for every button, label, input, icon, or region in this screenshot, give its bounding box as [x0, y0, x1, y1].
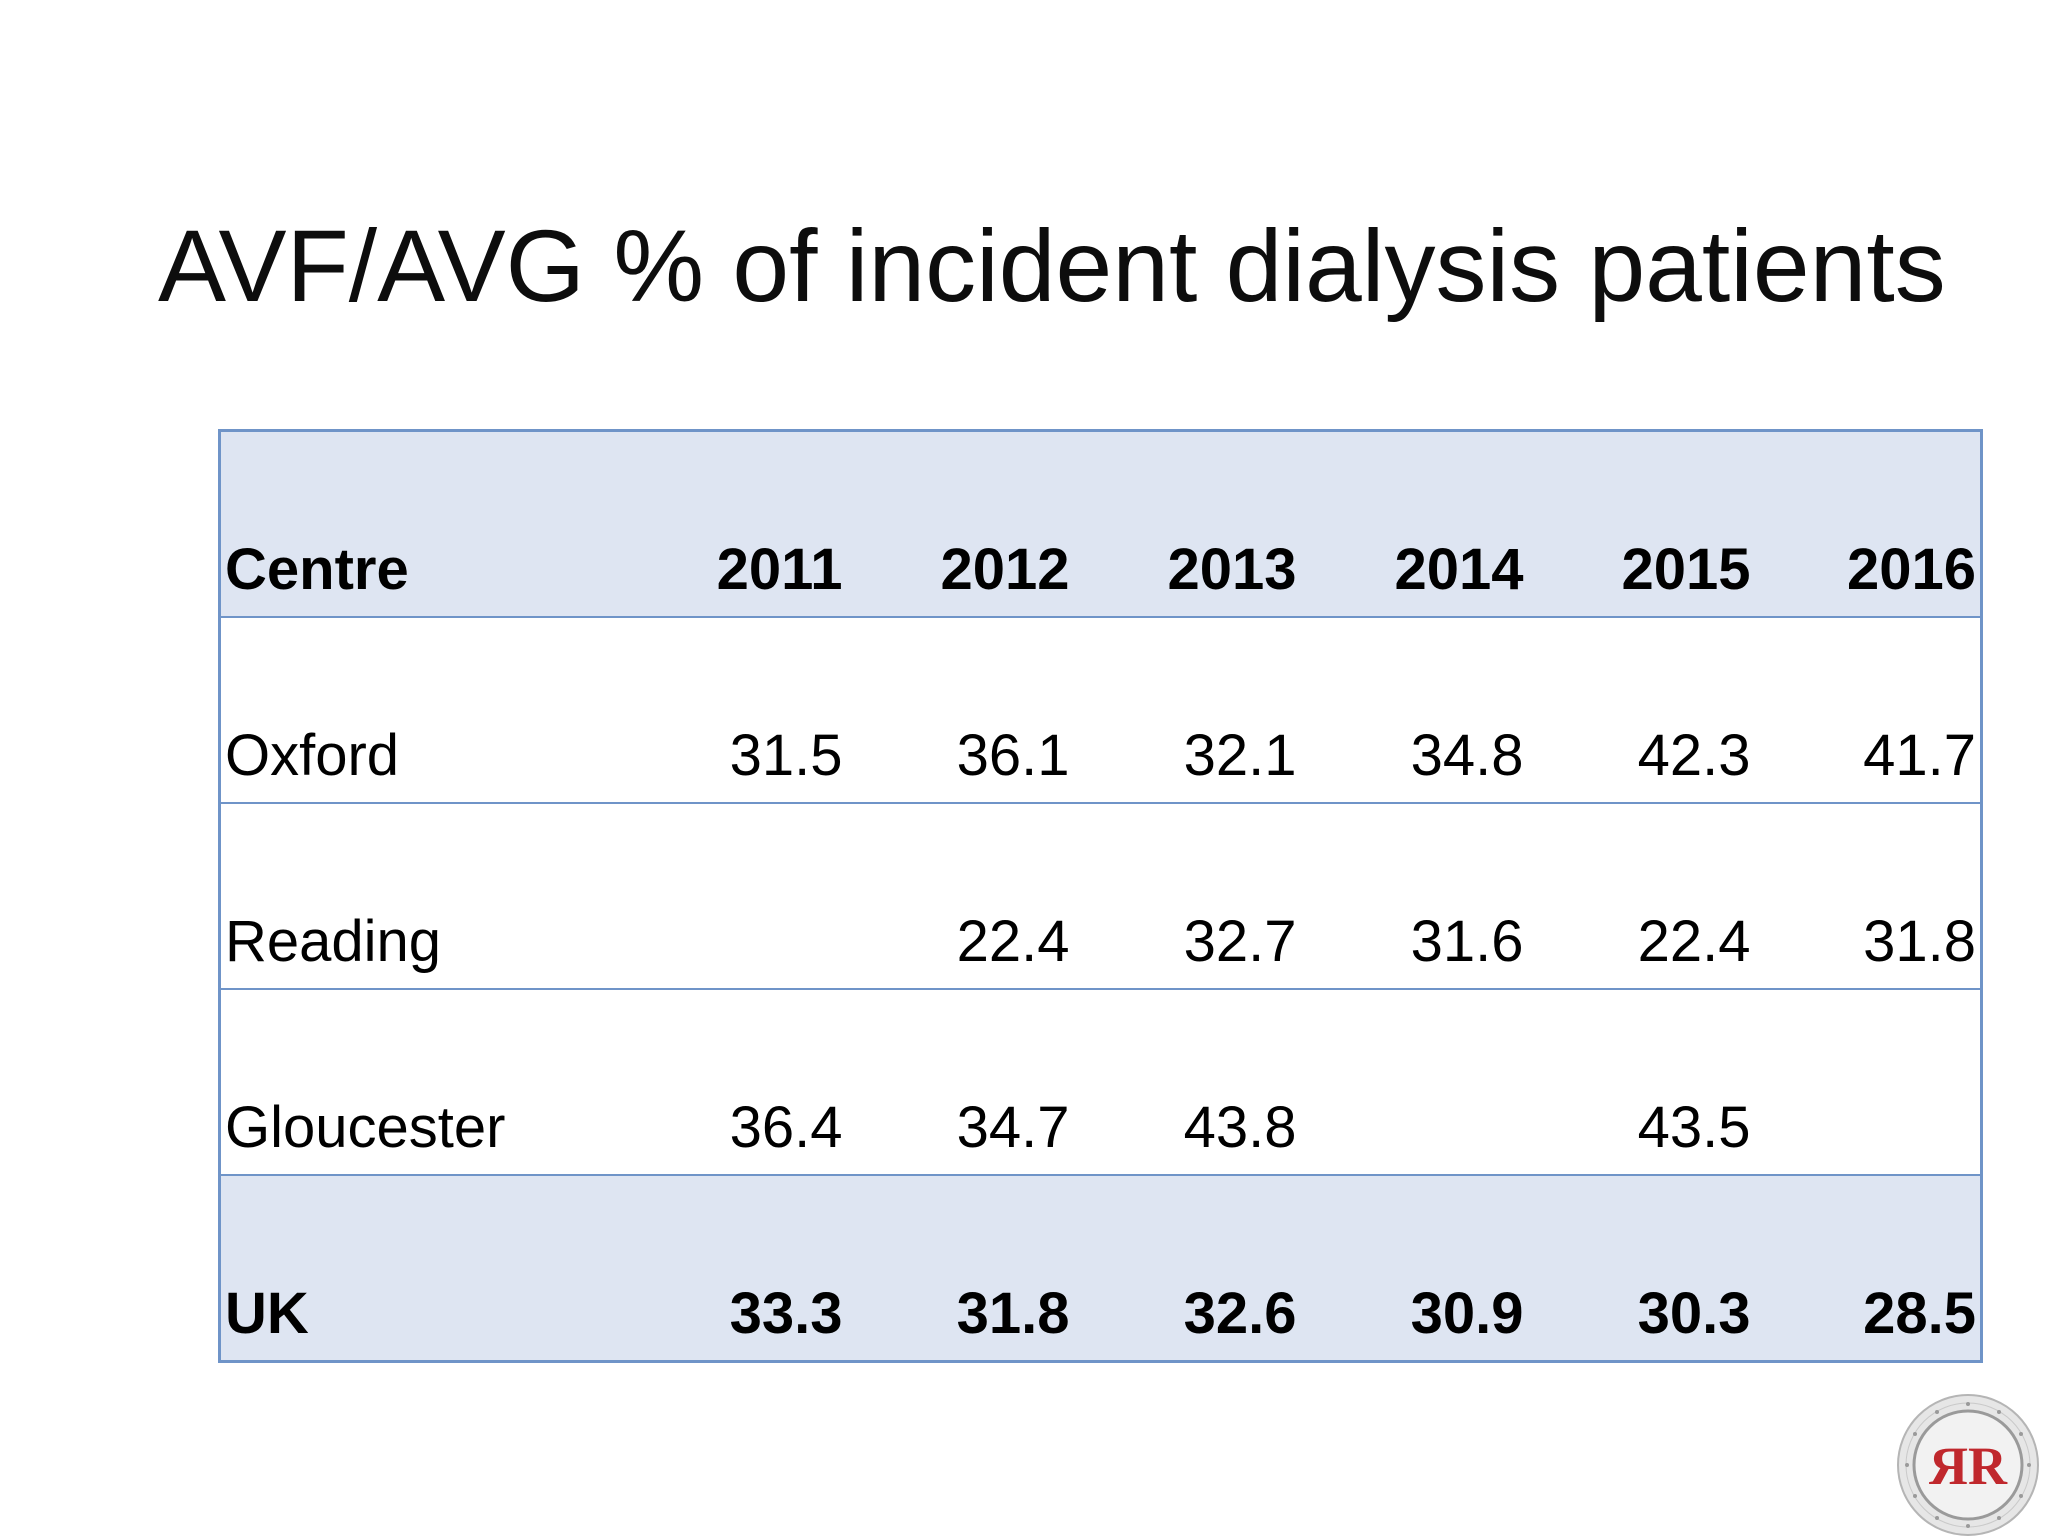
- value-cell: 32.1: [1073, 617, 1301, 804]
- value-cell: 22.4: [1527, 803, 1755, 990]
- value-cell: 43.8: [1073, 989, 1301, 1176]
- value-cell: 41.7: [1754, 617, 1982, 804]
- value-cell: 31.6: [1300, 803, 1528, 990]
- value-cell: 36.4: [619, 989, 847, 1176]
- value-cell: 31.8: [1754, 803, 1982, 990]
- value-cell: [1754, 989, 1982, 1176]
- value-cell: 30.3: [1527, 1175, 1755, 1363]
- value-cell: 31.8: [846, 1175, 1074, 1363]
- value-cell: 43.5: [1527, 989, 1755, 1176]
- avf-avg-table: Centre 2011 2012 2013 2014 2015 2016 Oxf…: [218, 429, 1983, 1363]
- value-cell: 36.1: [846, 617, 1074, 804]
- value-cell: 31.5: [619, 617, 847, 804]
- header-year-2015: 2015: [1527, 430, 1755, 618]
- value-cell: 34.7: [846, 989, 1074, 1176]
- centre-name: Gloucester: [219, 989, 620, 1176]
- centre-name: Oxford: [219, 617, 620, 804]
- table-row-reading: Reading 22.4 32.7 31.6 22.4 31.8: [219, 803, 1982, 990]
- header-year-2014: 2014: [1300, 430, 1528, 618]
- header-year-2012: 2012: [846, 430, 1074, 618]
- value-cell: 30.9: [1300, 1175, 1528, 1363]
- value-cell: 34.8: [1300, 617, 1528, 804]
- slide-title: AVF/AVG % of incident dialysis patients: [158, 209, 1946, 323]
- value-cell: 42.3: [1527, 617, 1755, 804]
- table-header-row: Centre 2011 2012 2013 2014 2015 2016: [219, 430, 1982, 618]
- centre-name: UK: [219, 1175, 620, 1363]
- value-cell: 32.6: [1073, 1175, 1301, 1363]
- header-centre: Centre: [219, 430, 620, 618]
- value-cell: 28.5: [1754, 1175, 1982, 1363]
- centre-name: Reading: [219, 803, 620, 990]
- value-cell: 22.4: [846, 803, 1074, 990]
- value-cell: [1300, 989, 1528, 1176]
- table-row-uk-total: UK 33.3 31.8 32.6 30.9 30.3 28.5: [219, 1175, 1982, 1363]
- header-year-2013: 2013: [1073, 430, 1301, 618]
- table-row-oxford: Oxford 31.5 36.1 32.1 34.8 42.3 41.7: [219, 617, 1982, 804]
- value-cell: 33.3: [619, 1175, 847, 1363]
- value-cell: 32.7: [1073, 803, 1301, 990]
- logo-monogram: ЯR: [1929, 1436, 2008, 1496]
- table-row-gloucester: Gloucester 36.4 34.7 43.8 43.5: [219, 989, 1982, 1176]
- value-cell: [619, 803, 847, 990]
- header-year-2016: 2016: [1754, 430, 1982, 618]
- header-year-2011: 2011: [619, 430, 847, 618]
- renal-registry-logo-icon: ЯR: [1897, 1394, 2039, 1536]
